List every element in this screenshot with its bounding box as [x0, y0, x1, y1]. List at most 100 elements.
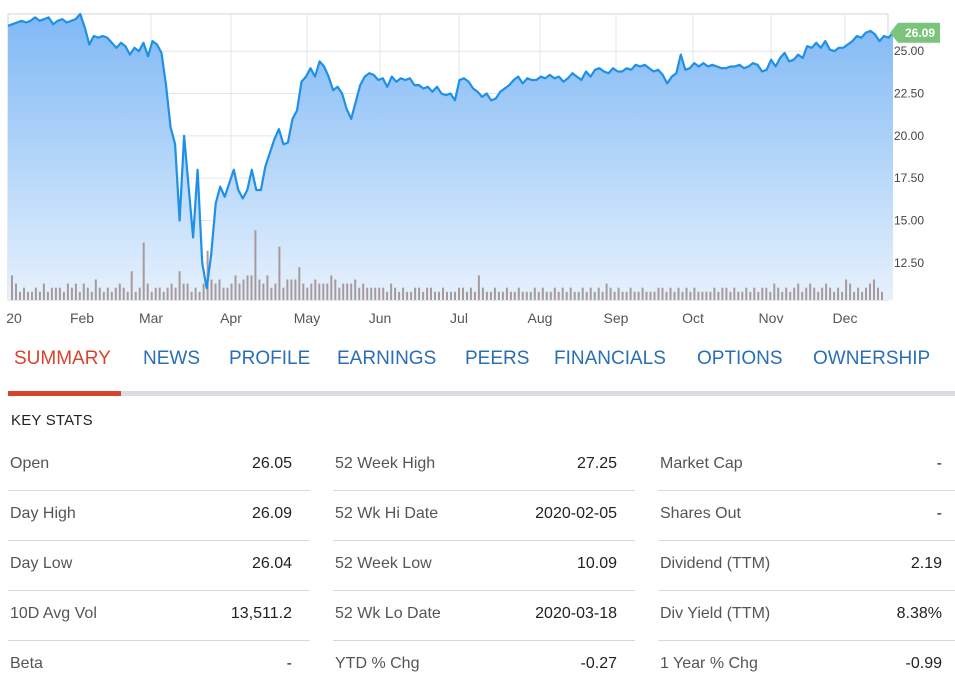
volume-bar — [166, 287, 169, 300]
volume-bar — [689, 291, 692, 300]
volume-bar — [158, 287, 161, 300]
volume-bar — [346, 283, 349, 300]
stat-label: 52 Wk Hi Date — [335, 505, 439, 522]
stat-label: Open — [10, 455, 50, 472]
tab-ownership[interactable]: OWNERSHIP — [813, 348, 931, 369]
last-price-badge: 26.09 — [890, 22, 940, 43]
volume-bar — [601, 291, 604, 300]
volume-bar — [102, 291, 105, 300]
volume-bar — [717, 291, 720, 300]
stat-row-52-wk-lo-date: 52 Wk Lo Date 2020-03-18 — [333, 592, 635, 641]
volume-bar — [398, 291, 401, 300]
volume-bar — [769, 291, 772, 300]
volume-bar — [837, 287, 840, 300]
stat-label: Day High — [10, 505, 76, 522]
volume-bar — [450, 291, 452, 300]
stat-row-shares-out: Shares Out - — [658, 492, 955, 541]
volume-bar — [853, 291, 856, 300]
stat-label: Dividend (TTM) — [660, 555, 771, 572]
stat-row-day-high: Day High 26.09 — [8, 492, 310, 541]
volume-bar — [358, 287, 361, 300]
volume-bar — [162, 291, 165, 300]
volume-bar — [11, 275, 13, 300]
volume-bar — [122, 287, 125, 300]
volume-bar — [481, 287, 484, 300]
tab-financials[interactable]: FINANCIALS — [554, 348, 666, 369]
volume-bar — [114, 287, 117, 300]
volume-bar — [230, 283, 233, 300]
volume-bar — [801, 291, 804, 300]
volume-bar — [529, 291, 532, 300]
price-chart-svg[interactable]: 12.50 15.00 17.50 20.00 22.50 25.00 20 Feb Mar A… — [0, 0, 955, 330]
volume-bar — [525, 291, 528, 300]
volume-bar — [745, 287, 748, 300]
tab-summary[interactable]: SUMMARY — [14, 348, 111, 369]
volume-bar — [733, 287, 736, 300]
volume-bar — [505, 287, 508, 300]
volume-bar — [322, 283, 325, 300]
volume-bar — [82, 283, 85, 300]
stat-value: - — [286, 655, 292, 672]
volume-bar — [741, 291, 744, 300]
volume-bar — [821, 287, 824, 300]
volume-bar — [573, 291, 576, 300]
tab-earnings[interactable]: EARNINGS — [337, 348, 437, 369]
stat-value: 26.04 — [251, 555, 292, 572]
tab-profile[interactable]: PROFILE — [229, 348, 311, 369]
volume-bar — [613, 291, 616, 300]
price-chart[interactable]: 12.50 15.00 17.50 20.00 22.50 25.00 20 Feb Mar A… — [0, 0, 955, 330]
volume-bar — [673, 291, 676, 300]
x-tick-label: Jun — [369, 310, 392, 326]
volume-bar — [709, 291, 712, 300]
x-tick-label: May — [294, 310, 320, 326]
stat-label: Day Low — [10, 555, 73, 572]
volume-bar — [54, 287, 57, 300]
volume-bar — [414, 287, 417, 300]
volume-bar — [194, 287, 197, 300]
volume-bar — [326, 283, 329, 300]
volume-bar — [38, 291, 41, 300]
volume-bar — [42, 283, 45, 300]
volume-bar — [773, 283, 776, 300]
volume-bar — [545, 291, 548, 300]
key-stats-column-1: Open 26.05 Day High 26.09 Day Low 26.04 10D… — [8, 442, 310, 691]
volume-bar — [521, 291, 524, 300]
tab-options[interactable]: OPTIONS — [697, 348, 783, 369]
volume-bar — [749, 291, 752, 300]
stat-value: 26.09 — [251, 505, 292, 522]
volume-bar — [625, 291, 628, 300]
stat-row-dividend-ttm: Dividend (TTM) 2.19 — [658, 542, 955, 591]
x-axis-ticks: 20 Feb Mar Apr May Jun Jul Aug Sep Oct Nov Dec — [6, 310, 857, 326]
volume-bar — [27, 291, 29, 300]
volume-bar — [446, 291, 448, 300]
volume-bar — [218, 279, 221, 300]
volume-bar — [729, 291, 732, 300]
volume-bar — [134, 291, 137, 300]
tab-news[interactable]: NEWS — [143, 348, 200, 369]
stat-label: 52 Week High — [335, 455, 436, 472]
volume-bar — [382, 287, 385, 300]
volume-bar — [190, 291, 193, 300]
volume-bar — [681, 291, 684, 300]
volume-bar — [865, 287, 867, 300]
volume-bar — [410, 291, 413, 300]
volume-bar — [334, 279, 337, 300]
volume-bar — [585, 291, 588, 300]
volume-bar — [50, 287, 53, 300]
volume-bar — [653, 291, 656, 300]
volume-bar — [174, 287, 177, 300]
volume-bar — [737, 291, 740, 300]
stat-label: 1 Year % Chg — [660, 655, 758, 672]
y-tick-label: 17.50 — [894, 171, 924, 185]
volume-bar — [422, 291, 425, 300]
volume-bar — [110, 291, 113, 300]
volume-bar — [430, 287, 432, 300]
tab-peers[interactable]: PEERS — [465, 348, 530, 369]
volume-bar — [198, 291, 201, 300]
volume-bar — [270, 287, 273, 300]
stat-value: -0.99 — [905, 655, 942, 672]
volume-bar — [282, 287, 285, 300]
x-tick-label: Sep — [604, 310, 629, 326]
stat-value: -0.27 — [580, 655, 617, 672]
volume-bar — [214, 283, 217, 300]
